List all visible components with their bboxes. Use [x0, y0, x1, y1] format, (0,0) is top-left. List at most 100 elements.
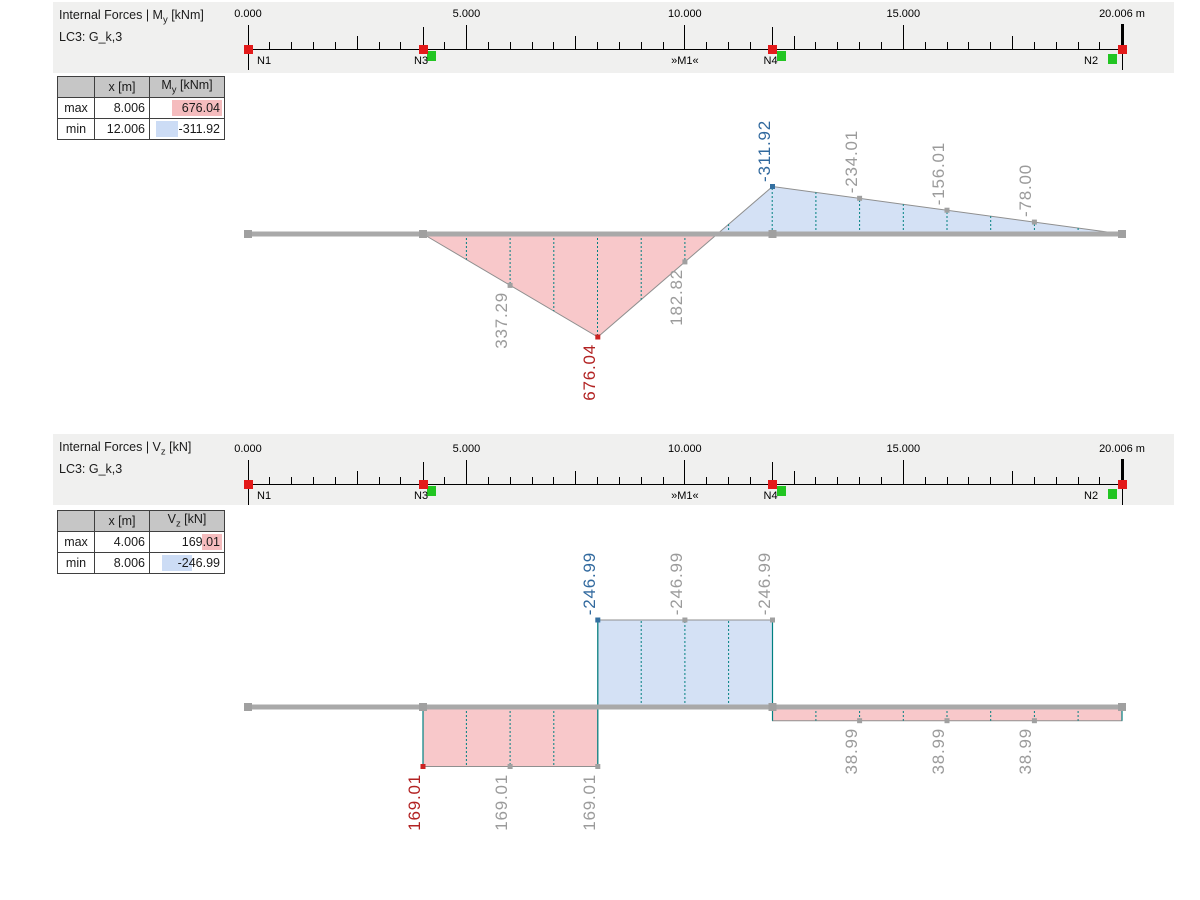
ruler-tick: [618, 42, 620, 49]
value-label: 169.01: [579, 773, 599, 831]
ruler-tick: [793, 36, 795, 49]
node-connection-marker: [1108, 489, 1117, 499]
ruler-tick: [378, 42, 380, 49]
ruler-tick: [815, 42, 817, 49]
value-label: 38.99: [841, 727, 861, 775]
ruler-tick: [575, 471, 577, 484]
ruler-label: 5.000: [452, 443, 481, 455]
result-point-marker: [682, 617, 688, 623]
beam-node-marker: [1118, 703, 1126, 711]
ruler-tick: [509, 42, 511, 49]
ruler-tick: [946, 42, 948, 49]
node-marker: [1117, 479, 1127, 489]
value-label: 169.01: [405, 773, 424, 831]
node-label: N4: [763, 490, 778, 502]
ruler-tick: [531, 477, 533, 484]
ruler-tick: [640, 477, 642, 484]
result-point-marker: [507, 764, 513, 769]
table-header-row: x [m] Vz [kN]: [57, 510, 225, 532]
beam-node-marker: [244, 230, 252, 238]
ruler-tick: [313, 477, 314, 484]
ruler-tick: [1099, 477, 1101, 484]
ruler-tick: [662, 477, 664, 484]
ruler-tick: [247, 460, 249, 484]
member-label: »M1«: [671, 490, 699, 502]
beam-axis: [246, 231, 1124, 237]
moment-diagram-svg: [244, 184, 1126, 340]
node-marker: [243, 44, 253, 54]
ruler-tick: [749, 42, 751, 49]
ruler-tick: [859, 477, 861, 484]
x-column-header: x [m]: [94, 76, 150, 98]
ruler-tick: [400, 42, 402, 49]
ruler-label: 10.000: [668, 443, 702, 455]
ruler-tick: [313, 42, 314, 49]
ruler-tick: [597, 42, 598, 49]
value-label: -156.01: [929, 141, 948, 206]
value-label: 38.99: [1016, 727, 1036, 775]
result-point-marker: [682, 259, 688, 265]
extremes-table: x [m] My [kNm] max 8.006 676.04 min 12.0…: [57, 76, 225, 140]
ruler-tick: [444, 42, 446, 49]
ruler-tick: [531, 42, 533, 49]
negative-region: [715, 185, 1123, 235]
result-point-marker: [770, 184, 775, 189]
ruler-tick: [946, 477, 948, 484]
ruler-tick: [968, 42, 970, 49]
panel-header-band: [53, 434, 1174, 505]
result-point-marker: [944, 718, 950, 724]
ruler-tick: [728, 42, 730, 49]
ruler-tick: [1012, 471, 1013, 484]
ruler-tick: [553, 477, 555, 484]
ruler-label: 10.000: [668, 8, 702, 20]
beam-axis: [246, 704, 1124, 710]
node-label: N2: [1084, 55, 1099, 67]
row-label: min: [57, 118, 95, 140]
beam-node-marker: [1118, 230, 1126, 238]
min-value-cell: -311.92: [149, 118, 225, 140]
panel-header-band: [53, 2, 1174, 73]
ruler-tick: [356, 36, 358, 49]
value-label: -234.01: [841, 130, 861, 194]
ruler-tick: [378, 477, 380, 484]
ruler-line: [248, 49, 1123, 50]
x-column-header: x [m]: [94, 510, 150, 532]
ruler-tick: [902, 25, 904, 49]
ruler-tick: [597, 477, 598, 484]
ruler-tick: [291, 42, 293, 49]
ruler-label: 0.000: [234, 8, 262, 20]
value-label: -246.99: [754, 551, 774, 615]
node-connection-marker: [776, 51, 786, 61]
value-label: -311.92: [754, 119, 774, 182]
node-marker: [418, 44, 428, 54]
beam-node-marker: [768, 703, 777, 711]
member-label: »M1«: [671, 55, 699, 67]
table-row-min: min 8.006 -246.99: [57, 552, 225, 574]
ruler-tick: [1055, 42, 1057, 49]
shear-diagram: 169.01 169.01 169.01 -246.99 -246.99 -246.99 3…: [0, 432, 1200, 900]
node-marker: [768, 44, 777, 54]
ruler-tick: [1120, 459, 1124, 484]
ruler-tick: [575, 36, 577, 49]
table-row-max: max 4.006 169.01: [57, 531, 225, 553]
ruler-tick: [1120, 24, 1124, 49]
table-row-min: min 12.006 -311.92: [57, 118, 225, 140]
ruler-tick: [1055, 477, 1057, 484]
value-label: 676.04: [579, 344, 599, 401]
node-label: N3: [414, 490, 429, 502]
result-point-marker: [1031, 718, 1037, 724]
ruler-tick: [247, 25, 249, 49]
result-point-marker: [857, 718, 863, 724]
node-label: N1: [257, 55, 272, 67]
ruler-tick: [487, 477, 489, 484]
result-point-marker: [507, 282, 513, 288]
ruler-tick: [859, 42, 861, 49]
ruler-tick: [465, 25, 467, 49]
ruler-tick: [291, 477, 293, 484]
moment-results-panel: Internal Forces | My [kNm] LC3: G_k,3 x …: [0, 0, 1200, 432]
ruler-tick: [1077, 42, 1079, 49]
ruler-tick: [247, 49, 249, 70]
shear-results-panel: Internal Forces | Vz [kN] LC3: G_k,3 x […: [0, 432, 1200, 900]
ruler-end-label: 20.006 m: [1099, 8, 1145, 20]
ruler-tick: [1033, 42, 1035, 49]
